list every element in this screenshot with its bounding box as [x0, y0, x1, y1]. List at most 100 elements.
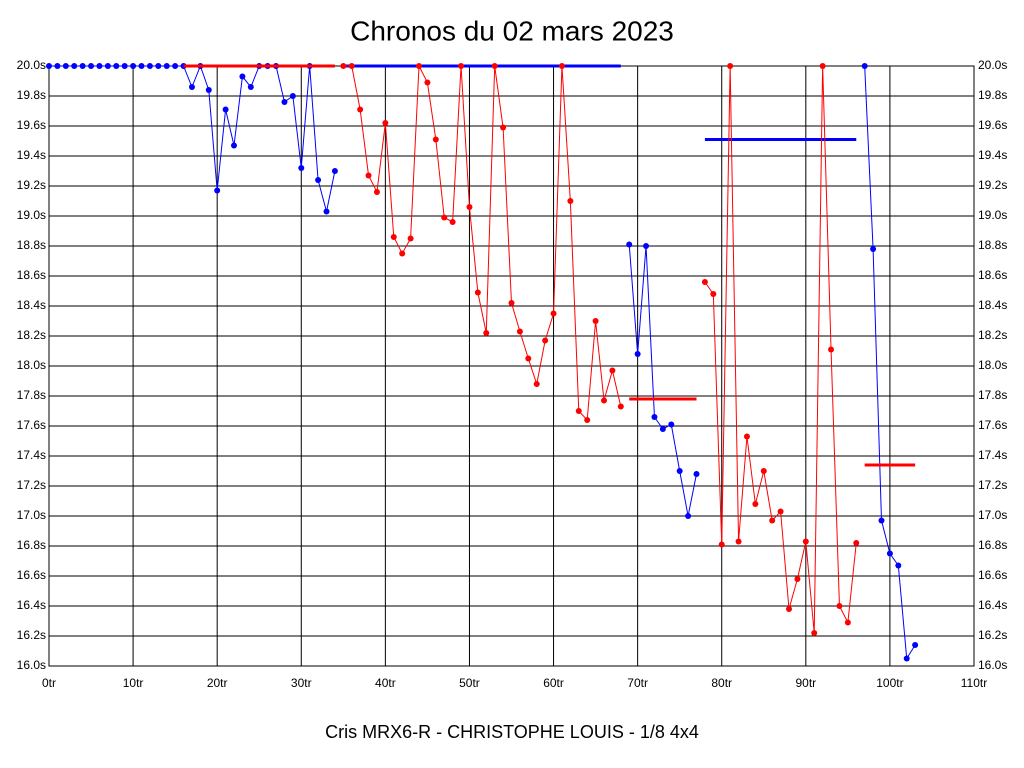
data-point: [542, 337, 549, 344]
data-point: [331, 168, 338, 174]
data-point: [903, 655, 910, 662]
data-point: [819, 63, 826, 69]
data-point: [340, 63, 347, 69]
data-point: [104, 63, 111, 69]
data-point: [188, 84, 195, 90]
data-point: [407, 235, 414, 242]
data-point: [769, 517, 776, 524]
data-point: [466, 204, 473, 210]
data-point: [62, 63, 69, 69]
data-point: [895, 562, 902, 569]
data-point: [298, 165, 305, 171]
data-point: [533, 381, 540, 387]
data-point: [693, 471, 700, 477]
data-point: [130, 63, 137, 69]
y-tick-label-right: 19.4s: [978, 148, 1007, 162]
y-tick-label-right: 18.6s: [978, 268, 1007, 282]
data-point: [886, 550, 893, 557]
data-point: [88, 63, 95, 69]
data-point: [155, 63, 162, 69]
x-tick-label: 20tr: [207, 676, 228, 690]
data-point: [601, 397, 607, 404]
y-tick-label: 17.4s: [17, 448, 46, 462]
data-point: [113, 63, 120, 69]
data-point: [222, 106, 229, 113]
data-point: [626, 241, 633, 248]
data-point: [483, 330, 490, 336]
data-point: [121, 63, 128, 69]
data-point: [609, 367, 616, 374]
data-point: [474, 289, 481, 296]
y-tick-label: 19.4s: [17, 148, 46, 162]
data-point: [853, 540, 860, 546]
x-tick-label: 40tr: [375, 676, 396, 690]
x-tick-label: 30tr: [291, 676, 312, 690]
data-point: [828, 346, 835, 353]
y-tick-label-right: 18.0s: [978, 358, 1007, 372]
data-point: [718, 541, 725, 548]
y-tick-label: 20.0s: [17, 58, 46, 72]
data-point: [247, 84, 254, 90]
y-tick-label: 16.8s: [17, 538, 46, 552]
data-point: [399, 250, 406, 257]
y-tick-label-right: 17.2s: [978, 478, 1007, 492]
data-point: [786, 606, 792, 612]
data-point: [146, 63, 153, 69]
y-tick-label: 17.6s: [17, 418, 46, 432]
data-point: [315, 177, 322, 183]
data-point: [163, 63, 170, 69]
data-point: [743, 433, 750, 440]
y-tick-label: 16.2s: [17, 628, 46, 642]
y-tick-label: 19.8s: [17, 88, 46, 102]
data-point: [71, 63, 78, 69]
data-point: [525, 355, 532, 362]
data-point: [710, 291, 717, 297]
data-point: [508, 300, 515, 306]
data-point: [861, 63, 868, 69]
y-tick-label-right: 19.0s: [978, 208, 1007, 222]
data-point: [441, 214, 448, 221]
data-point: [727, 63, 734, 69]
data-point: [205, 87, 212, 93]
data-point: [567, 198, 574, 204]
data-point: [138, 63, 145, 69]
y-tick-label-right: 16.0s: [978, 658, 1007, 672]
data-point: [281, 99, 288, 105]
data-point: [878, 517, 885, 524]
data-point: [643, 243, 650, 249]
data-point: [592, 318, 599, 324]
y-tick-label: 18.8s: [17, 238, 46, 252]
data-point: [676, 468, 683, 474]
data-point: [214, 187, 221, 194]
data-point: [617, 403, 624, 410]
data-point: [701, 279, 708, 285]
y-tick-label-right: 17.0s: [978, 508, 1007, 522]
data-point: [794, 576, 801, 582]
data-point: [870, 246, 877, 252]
data-point: [357, 106, 364, 113]
data-point: [46, 63, 52, 69]
data-point: [811, 630, 818, 636]
x-tick-label: 70tr: [627, 676, 648, 690]
data-point: [558, 63, 565, 69]
x-tick-label: 110tr: [961, 676, 987, 690]
data-point: [634, 351, 641, 357]
data-point: [777, 508, 784, 515]
data-point: [844, 619, 851, 626]
data-point: [323, 208, 330, 215]
data-point: [735, 538, 742, 545]
y-tick-label-right: 17.8s: [978, 388, 1007, 402]
data-point: [668, 421, 675, 428]
data-point: [96, 63, 103, 69]
y-tick-label: 18.2s: [17, 328, 46, 342]
data-point: [365, 172, 372, 179]
data-point: [289, 93, 296, 99]
data-point: [575, 408, 582, 414]
y-tick-label: 17.8s: [17, 388, 46, 402]
chart-title: Chronos du 02 mars 2023: [350, 15, 674, 46]
data-point: [836, 603, 843, 609]
x-tick-label: 10tr: [123, 676, 144, 690]
y-tick-label: 19.6s: [17, 118, 46, 132]
y-tick-label: 18.0s: [17, 358, 46, 372]
